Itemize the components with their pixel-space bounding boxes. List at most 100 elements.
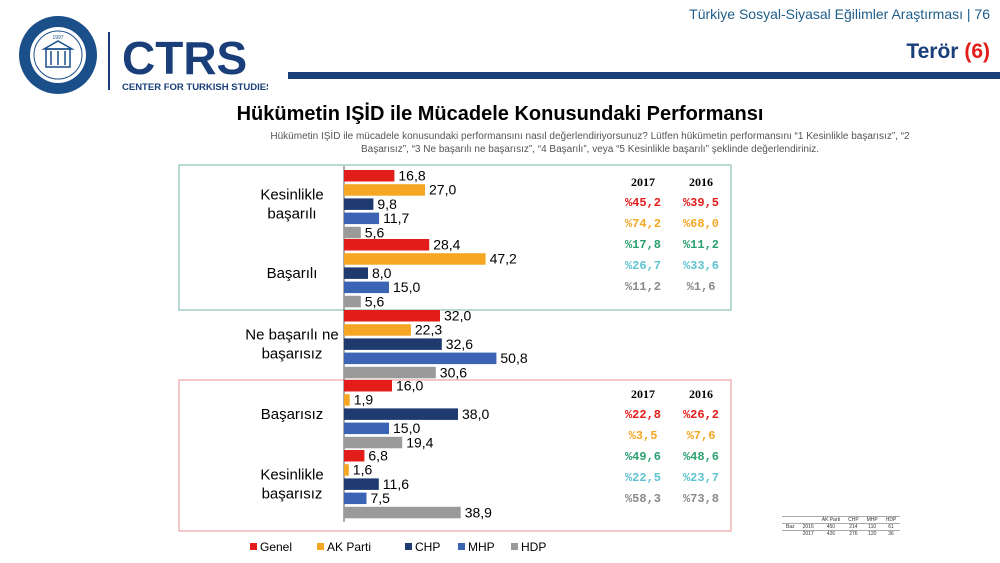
data-label: 6,8 xyxy=(368,448,388,464)
data-label: 5,6 xyxy=(365,293,385,309)
legend-swatch xyxy=(458,543,465,550)
bar-hdp xyxy=(344,366,436,379)
sample-year: 2016 xyxy=(802,524,814,530)
topic-label: Terör xyxy=(906,40,959,63)
sample-label xyxy=(782,531,799,538)
sample-value: 36 xyxy=(888,531,894,537)
successful-group-box xyxy=(178,164,732,311)
bar-ak-parti xyxy=(344,324,411,336)
category-label: başarılı xyxy=(267,206,316,223)
bar-chp xyxy=(344,408,458,420)
sample-label-cell xyxy=(782,517,799,524)
table-value: %22,8 xyxy=(625,408,661,422)
table-value: %68,0 xyxy=(683,217,719,231)
table-value: %48,6 xyxy=(683,450,719,464)
category-label: Kesinlikle xyxy=(260,187,323,204)
bar-hdp xyxy=(344,295,361,308)
category-label: başarısız xyxy=(262,346,323,363)
bar-chp xyxy=(344,267,368,279)
question-text: Hükümetin IŞİD ile mücadele konusundaki … xyxy=(270,131,910,155)
table-year-header: 2016 xyxy=(689,387,713,401)
sample-value: 214 xyxy=(849,524,858,530)
sample-value: 276 xyxy=(849,531,858,537)
table-value: %1,6 xyxy=(687,280,716,294)
bar-genel xyxy=(344,380,392,392)
sample-header: HDP xyxy=(885,517,897,523)
data-label: 11,6 xyxy=(383,476,409,492)
data-label: 8,0 xyxy=(372,265,392,281)
table-value: %39,5 xyxy=(683,196,719,210)
data-label: 30,6 xyxy=(440,364,467,380)
legend-label: MHP xyxy=(468,540,495,554)
data-label: 22,3 xyxy=(415,322,442,338)
data-label: 32,0 xyxy=(444,308,471,324)
bar-genel xyxy=(344,450,365,462)
bar-mhp xyxy=(344,281,389,294)
data-label: 47,2 xyxy=(490,251,517,267)
legend-label: HDP xyxy=(521,540,546,554)
category-label: Başarılı xyxy=(267,265,318,282)
ctrs-logo: CTRS CENTER FOR TURKISH STUDIES xyxy=(108,32,268,93)
table-value: %58,3 xyxy=(625,492,661,506)
table-value: %11,2 xyxy=(625,280,661,294)
bar-ak-parti xyxy=(344,464,349,476)
table-value: %45,2 xyxy=(625,196,661,210)
data-label: 16,8 xyxy=(398,168,425,184)
table-value: %17,8 xyxy=(625,238,661,252)
university-seal-logo: 1997 xyxy=(19,16,97,94)
sample-value: 426 xyxy=(826,531,836,537)
svg-text:CTRS: CTRS xyxy=(122,32,247,84)
data-label: 7,5 xyxy=(371,490,391,506)
bar-mhp xyxy=(344,352,497,365)
table-year-header: 2016 xyxy=(689,175,713,189)
data-label: 38,9 xyxy=(465,504,492,520)
svg-text:1997: 1997 xyxy=(52,35,63,41)
table-value: %74,2 xyxy=(625,217,661,231)
svg-text:CENTER FOR TURKISH STUDIES: CENTER FOR TURKISH STUDIES xyxy=(122,82,268,93)
bar-hdp xyxy=(344,226,361,239)
sample-header: AK Parti xyxy=(821,517,841,523)
legend-swatch xyxy=(317,543,324,550)
bar-ak-parti xyxy=(344,394,350,406)
legend-label: AK Parti xyxy=(327,540,371,554)
table-value: %11,2 xyxy=(683,238,719,252)
legend-label: Genel xyxy=(260,540,292,554)
bar-ak-parti xyxy=(344,184,425,196)
table-value: %3,5 xyxy=(629,429,658,443)
data-label: 19,4 xyxy=(406,434,433,450)
data-label: 27,0 xyxy=(429,182,456,198)
data-label: 9,8 xyxy=(377,196,397,212)
data-label: 5,6 xyxy=(365,224,385,240)
data-label: 32,6 xyxy=(446,336,473,352)
table-value: %22,5 xyxy=(625,471,661,485)
sample-value: 61 xyxy=(888,524,894,530)
table-value: %26,2 xyxy=(683,408,719,422)
legend-swatch xyxy=(405,543,412,550)
table-year-header: 2017 xyxy=(631,175,655,189)
table-value: %33,6 xyxy=(683,259,719,273)
bar-hdp xyxy=(344,506,461,519)
data-label: 28,4 xyxy=(433,237,460,253)
category-label: Başarısız xyxy=(261,406,324,423)
data-label: 1,9 xyxy=(354,392,374,408)
sample-value: 450 xyxy=(826,524,836,530)
bar-genel xyxy=(344,170,395,182)
data-label: 11,7 xyxy=(383,210,409,226)
bar-chp xyxy=(344,198,374,210)
data-label: 38,0 xyxy=(462,406,489,422)
category-label: Kesinlikle xyxy=(260,467,323,484)
bar-mhp xyxy=(344,212,380,225)
sample-value: 110 xyxy=(868,524,877,530)
bar-chp xyxy=(344,478,379,490)
bar-mhp xyxy=(344,492,367,505)
data-label: 50,8 xyxy=(500,350,527,366)
unsuccessful-group-box xyxy=(178,379,732,532)
category-label: başarısız xyxy=(262,486,323,503)
legend-swatch xyxy=(511,543,518,550)
bar-hdp xyxy=(344,436,403,449)
table-value: %7,6 xyxy=(687,429,716,443)
sample-header: CHP xyxy=(848,517,859,523)
topic-number: (6) xyxy=(964,40,990,63)
table-value: %73,8 xyxy=(683,492,719,506)
